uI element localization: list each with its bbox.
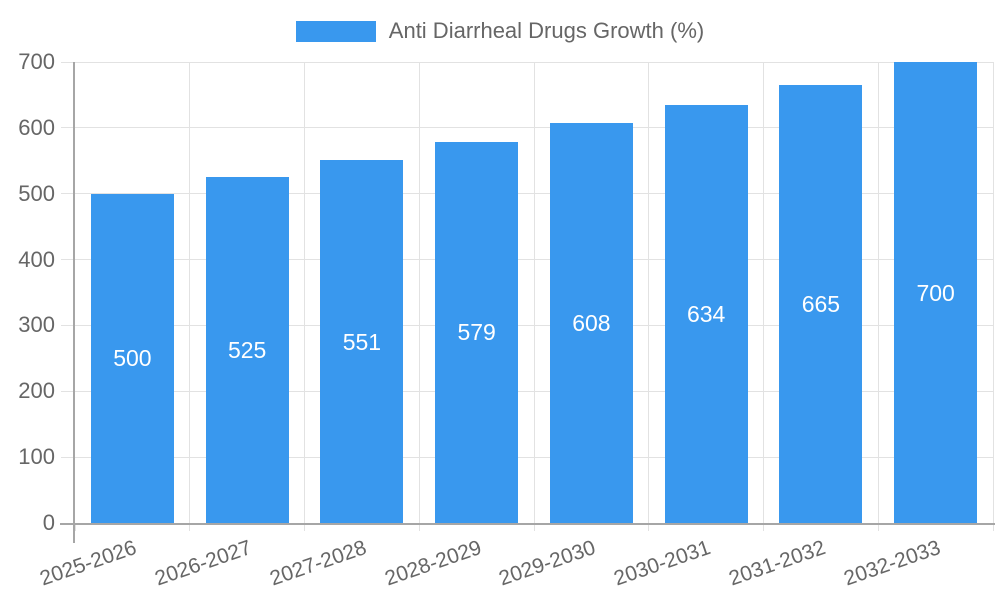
- x-axis-tick: [877, 523, 879, 531]
- gridline-vertical: [992, 62, 994, 523]
- bar[interactable]: [779, 85, 863, 523]
- legend-swatch-icon: [295, 20, 376, 42]
- bar-value-label: 500: [113, 345, 152, 372]
- y-tick-label: 500: [18, 180, 55, 206]
- bar-value-label: 579: [457, 319, 496, 346]
- bar[interactable]: [90, 193, 174, 523]
- y-axis-tick: [61, 390, 75, 392]
- y-tick-label: 400: [18, 246, 55, 272]
- bar-value-label: 608: [572, 309, 611, 336]
- gridline-vertical: [189, 62, 191, 523]
- bar-value-label: 634: [686, 301, 726, 328]
- bar[interactable]: [320, 160, 404, 523]
- bar-value-label: 551: [342, 328, 382, 355]
- y-tick-label: 700: [18, 49, 55, 74]
- x-axis-tick: [189, 523, 191, 531]
- gridline-vertical: [877, 62, 879, 523]
- x-axis-tick: [763, 523, 764, 531]
- legend-label: Anti Diarrheal Drugs Growth (%): [388, 18, 705, 43]
- y-tick-label: 600: [18, 114, 55, 140]
- bar[interactable]: [664, 105, 748, 523]
- x-axis-line: [60, 523, 995, 525]
- y-tick-label: 300: [18, 312, 55, 338]
- bar[interactable]: [894, 62, 978, 523]
- y-axis-tick: [61, 259, 75, 261]
- x-axis-tick: [992, 523, 994, 531]
- bar[interactable]: [549, 122, 633, 523]
- x-axis-tick: [418, 523, 420, 531]
- y-tick-label: 200: [18, 378, 55, 404]
- y-axis-tick: [61, 127, 75, 129]
- gridline-vertical: [648, 62, 650, 523]
- bar[interactable]: [435, 141, 519, 523]
- gridline-vertical: [533, 62, 535, 523]
- y-axis-tick: [61, 456, 75, 458]
- bar-value-label: 665: [801, 291, 841, 318]
- x-axis-tick: [648, 523, 650, 531]
- y-tick-label: 100: [18, 444, 55, 470]
- x-axis-tick: [533, 523, 535, 531]
- x-axis-tick: [74, 523, 76, 531]
- y-axis-line: [73, 62, 75, 543]
- bar-value-label: 525: [227, 337, 267, 364]
- bar[interactable]: [205, 177, 289, 523]
- gridline-vertical: [763, 62, 764, 523]
- y-axis-tick: [61, 61, 75, 63]
- gridline-vertical: [304, 62, 305, 523]
- bar-value-label: 700: [916, 279, 955, 306]
- chart-legend[interactable]: Anti Diarrheal Drugs Growth (%): [0, 18, 1000, 44]
- y-axis-tick: [61, 324, 75, 326]
- y-tick-label: 0: [42, 510, 55, 535]
- y-axis-tick: [61, 193, 75, 195]
- gridline-vertical: [418, 62, 420, 523]
- x-axis-tick: [304, 523, 305, 531]
